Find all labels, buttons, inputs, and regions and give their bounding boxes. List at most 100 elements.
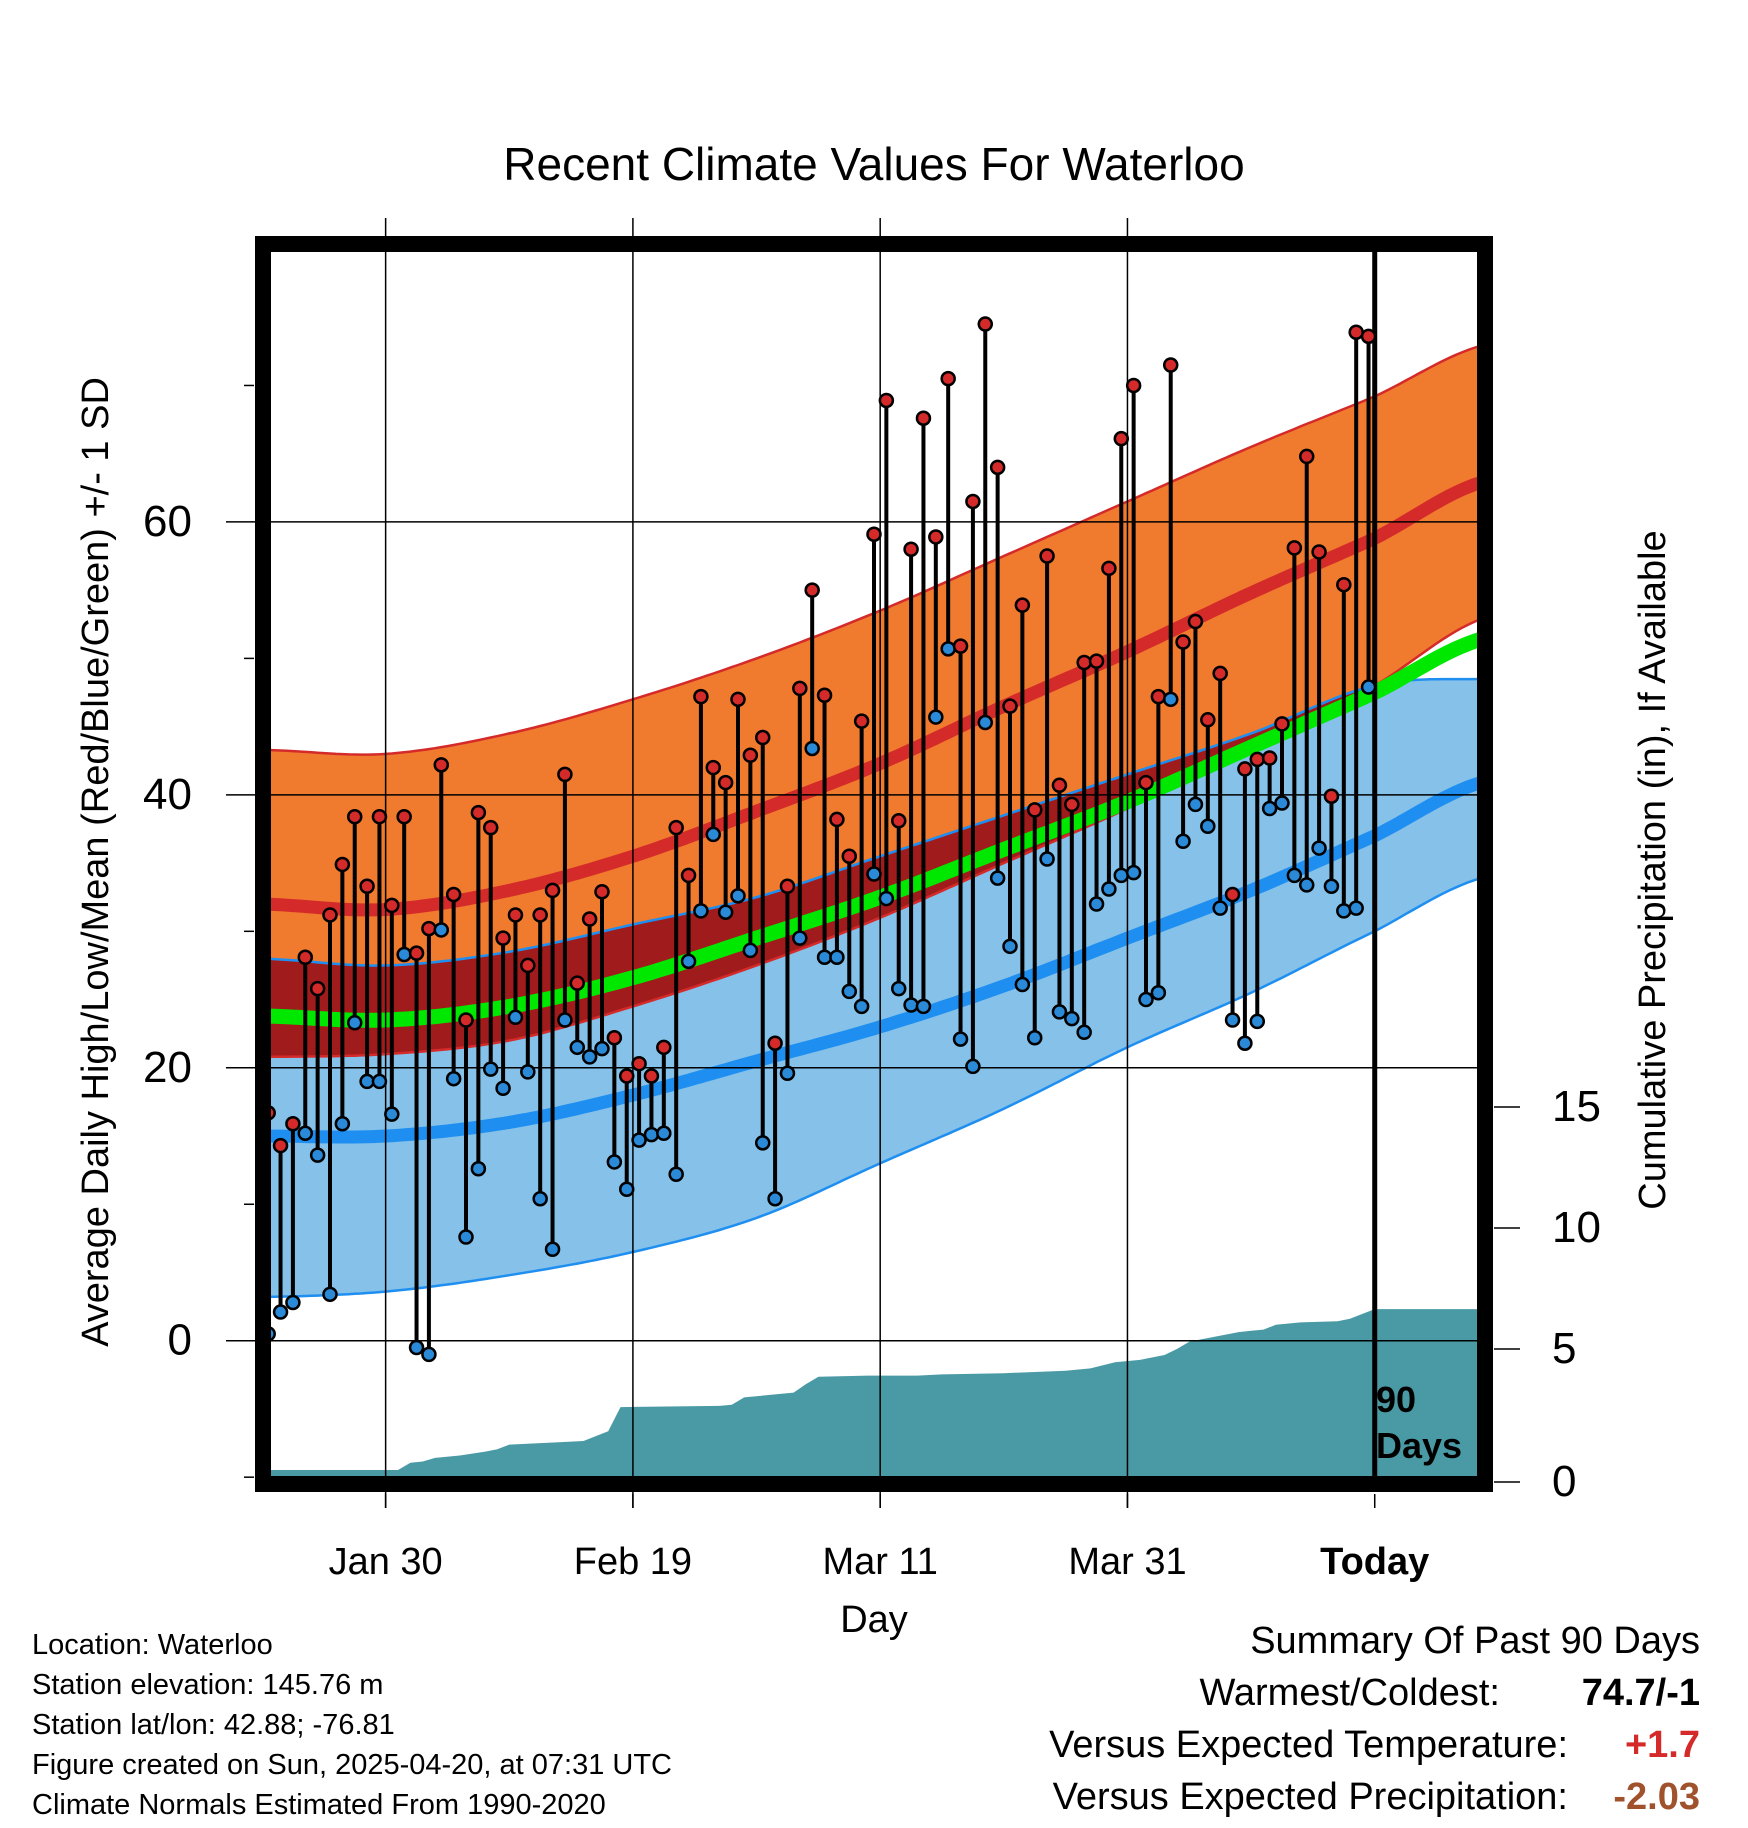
precip-anomaly-value: -2.03 [1613,1776,1700,1818]
low-sd-lower-edge [261,875,1487,1299]
info-normals: Climate Normals Estimated From 1990-2020 [32,1789,606,1821]
plot-frame [255,236,1493,1492]
window-label-line2: Days [1376,1425,1462,1466]
daily-high-point [754,729,771,746]
daily-low-point [1249,1013,1266,1030]
daily-low-point [730,888,746,904]
daily-high-point [878,392,895,409]
y-tick-label-right: 0 [1552,1457,1576,1506]
daily-low-point [507,1009,524,1026]
daily-high-point [1323,788,1340,804]
daily-low-point [643,1126,660,1143]
info-location: Location: Waterloo [32,1629,273,1661]
daily-high-point [1311,544,1327,560]
y-tick-label-right: 5 [1552,1324,1576,1373]
daily-low-point [1064,1010,1080,1027]
daily-high-point [1200,712,1216,728]
daily-high-point [1249,751,1266,768]
daily-high-point [1261,750,1278,766]
y-tick-label-left: 60 [143,497,192,546]
daily-low-point [1138,991,1154,1008]
daily-high-point [618,1068,635,1084]
daily-high-point [1348,324,1364,340]
daily-low-point [557,1012,573,1028]
daily-high-point [507,907,524,923]
station-info: Location: Waterloo Station elevation: 14… [32,1625,672,1825]
daily-low-point [878,890,895,907]
daily-low-point [581,1049,598,1065]
daily-low-point [371,1073,388,1090]
daily-low-point [532,1191,548,1207]
daily-low-point [952,1031,969,1047]
daily-high-point [371,808,388,825]
daily-low-point [606,1154,623,1170]
daily-high-point [408,945,425,961]
daily-high-point [804,582,820,598]
window-label-line1: 90 [1376,1379,1416,1420]
daily-low-point [408,1339,425,1356]
x-tick-label: Jan 30 [329,1541,443,1583]
y-tick-label-right: 10 [1552,1203,1601,1252]
x-axis-label: Day [840,1599,908,1641]
daily-high-point [1064,796,1080,813]
info-latlon: Station lat/lon: 42.88; -76.81 [32,1709,395,1741]
daily-high-point [829,811,845,828]
daily-high-point [940,370,956,387]
daily-high-point [965,493,981,510]
daily-high-point [656,1039,672,1056]
warmest-coldest-value: 74.7/-1 [1581,1672,1700,1714]
daily-high-point [458,1012,474,1028]
daily-low-point [544,1241,561,1258]
daily-high-point [680,867,697,884]
daily-low-point [965,1058,981,1075]
daily-high-point [1274,716,1290,732]
daily-low-point [1162,691,1179,708]
daily-low-point [792,930,808,946]
daily-high-point [322,907,338,923]
daily-high-point [1175,634,1191,650]
temp-anomaly-value: +1.7 [1624,1724,1700,1766]
daily-high-point [643,1068,660,1084]
daily-low-point [1113,867,1130,884]
daily-low-point [853,998,870,1015]
y-tick-label-left: 20 [143,1043,192,1092]
daily-low-point [482,1061,499,1077]
daily-high-point [730,691,746,708]
daily-high-point [952,638,969,654]
daily-high-point [1237,761,1253,777]
daily-high-point [841,848,858,865]
daily-high-point [285,1115,301,1132]
y-axis-label-left: Average Daily High/Low/Mean (Red/Blue/Gr… [75,377,117,1347]
daily-high-point [1138,774,1154,791]
daily-high-point [346,808,363,825]
daily-high-point [903,541,919,557]
daily-low-point [989,870,1006,886]
daily-low-point [1212,900,1228,916]
daily-high-point [1187,613,1204,630]
daily-low-point [1187,796,1204,813]
daily-low-point [1323,878,1340,895]
daily-low-point [977,714,994,731]
daily-low-point [1200,818,1216,834]
daily-high-point [421,920,437,937]
daily-low-point [1261,800,1278,817]
daily-high-point [532,907,548,923]
daily-low-point [618,1181,635,1197]
daily-low-point [470,1161,487,1177]
daily-low-point [841,983,858,1000]
warmest-coldest-label: Warmest/Coldest: [1199,1672,1500,1714]
daily-low-point [285,1294,301,1311]
daily-high-point [1026,802,1043,818]
daily-high-point [928,529,944,545]
daily-low-point [668,1166,684,1182]
daily-high-point [581,911,598,927]
daily-low-point [631,1132,647,1148]
info-elevation: Station elevation: 145.76 m [32,1669,384,1701]
daily-high-point [1014,597,1031,613]
daily-low-point [334,1115,351,1132]
daily-high-point [977,316,994,332]
daily-high-point [606,1030,623,1046]
daily-low-point [594,1040,610,1057]
daily-low-point [779,1065,796,1081]
